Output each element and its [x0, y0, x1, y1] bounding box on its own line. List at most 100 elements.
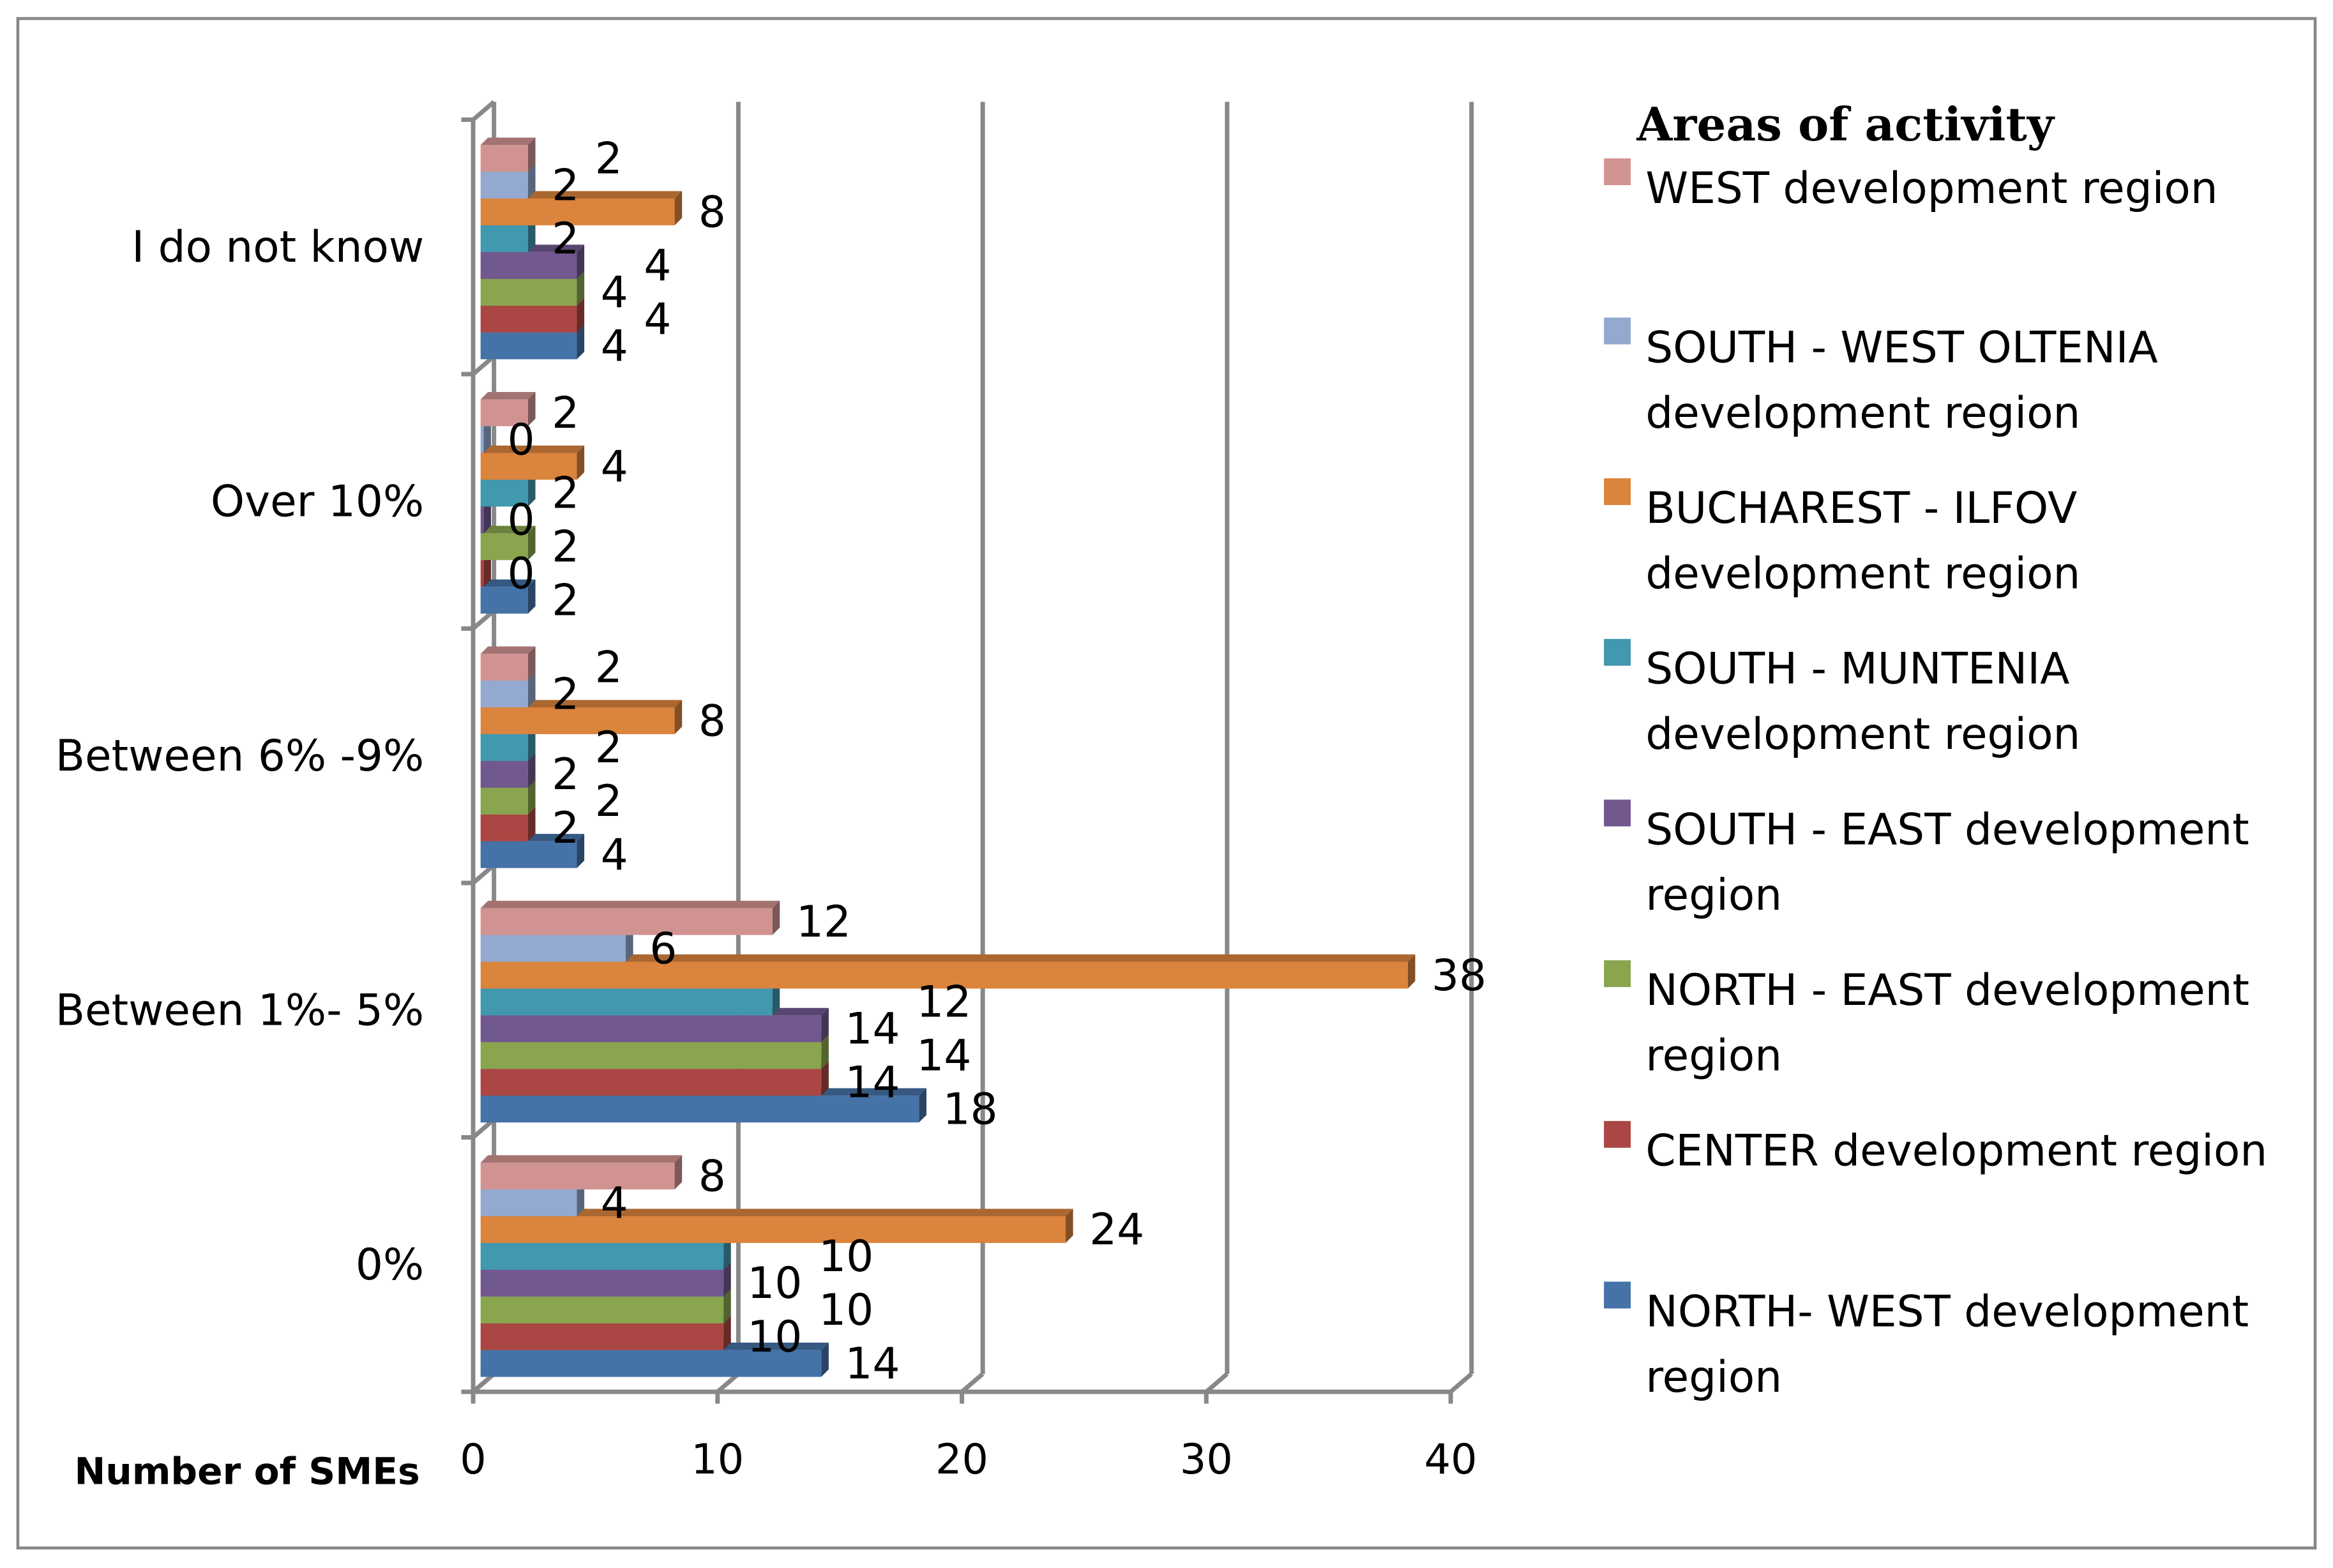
- data-label: 2: [552, 388, 579, 438]
- data-label: 0: [508, 414, 535, 465]
- bar: [480, 506, 484, 534]
- bar: [480, 225, 528, 252]
- data-label: 0: [508, 548, 535, 599]
- bar: [480, 1269, 724, 1297]
- bar-side: [527, 673, 536, 707]
- data-label: 2: [595, 776, 623, 826]
- bar-top: [480, 900, 780, 908]
- bar-side: [527, 525, 536, 561]
- bar-side: [483, 418, 492, 453]
- bar: [480, 560, 484, 587]
- bar-side: [577, 245, 585, 279]
- bar: [480, 1189, 577, 1216]
- bar-side: [723, 1262, 731, 1297]
- bar-side: [772, 900, 780, 935]
- legend-swatch: [1604, 799, 1631, 827]
- bar: [480, 1350, 822, 1377]
- bar-side: [577, 298, 585, 333]
- data-label: 6: [649, 923, 677, 974]
- bar-side: [577, 325, 585, 359]
- bar: [480, 961, 1408, 989]
- data-label: 14: [845, 1004, 900, 1054]
- x-axis-label: Number of SMEs: [75, 1449, 420, 1493]
- bar-top: [480, 525, 536, 534]
- data-label: 4: [601, 1177, 628, 1228]
- bar-side: [577, 271, 585, 306]
- bar-side: [1407, 954, 1416, 989]
- data-label: 4: [601, 320, 628, 371]
- x-tick-label: 10: [691, 1435, 744, 1484]
- bar-top: [480, 579, 536, 587]
- data-label: 38: [1431, 950, 1486, 1000]
- data-label: 8: [698, 1150, 726, 1201]
- bar-side: [772, 981, 780, 1016]
- bar: [480, 1163, 675, 1190]
- data-label: 14: [916, 1030, 971, 1081]
- bar: [480, 681, 528, 707]
- legend-label: region: [1645, 870, 1782, 920]
- bar-side: [1066, 1209, 1073, 1243]
- bar: [480, 1096, 919, 1123]
- legend-label: region: [1645, 1352, 1782, 1402]
- bar-side: [527, 164, 536, 199]
- bar: [480, 332, 577, 359]
- bar-side: [723, 1289, 731, 1323]
- bar: [480, 988, 773, 1016]
- bar: [480, 734, 528, 761]
- floor-gridline: [960, 1372, 985, 1394]
- data-label: 2: [595, 642, 623, 692]
- bar-top: [480, 1155, 683, 1163]
- bar: [480, 1216, 1066, 1243]
- data-label: 4: [644, 294, 671, 344]
- legend-label: SOUTH - MUNTENIA: [1645, 644, 2069, 694]
- data-label: 14: [845, 1057, 900, 1108]
- bar: [480, 935, 626, 962]
- bar-top: [480, 391, 536, 400]
- x-tick-label: 40: [1424, 1435, 1477, 1484]
- bar-side: [821, 1034, 829, 1069]
- bar-side: [527, 753, 536, 788]
- bar-side: [821, 1343, 829, 1377]
- bar: [480, 199, 675, 225]
- bar-top: [480, 445, 585, 453]
- data-label: 0: [508, 495, 535, 545]
- category-label: I do not know: [132, 222, 424, 272]
- legend-label: CENTER development region: [1645, 1126, 2267, 1176]
- data-label: 2: [552, 160, 579, 210]
- bar-side: [527, 646, 536, 681]
- bar: [480, 587, 528, 614]
- bar: [480, 1296, 724, 1323]
- data-label: 10: [819, 1285, 873, 1335]
- data-label: 2: [552, 668, 579, 719]
- bar-side: [919, 1088, 926, 1123]
- bar-side: [674, 191, 683, 225]
- legend-swatch: [1604, 317, 1631, 345]
- bar-side: [577, 1182, 585, 1216]
- data-label: 4: [601, 829, 628, 880]
- bar: [480, 841, 577, 868]
- data-label: 12: [916, 977, 971, 1027]
- bar: [480, 654, 528, 681]
- data-label: 4: [601, 267, 628, 317]
- bar: [480, 172, 528, 199]
- bar-side: [674, 700, 683, 734]
- legend-swatch: [1604, 1120, 1631, 1148]
- x-tick-label: 30: [1180, 1435, 1233, 1484]
- bar: [480, 533, 528, 561]
- legend-swatch: [1604, 960, 1631, 988]
- floor-gridline: [1205, 1372, 1229, 1394]
- data-label: 2: [552, 803, 579, 853]
- legend-swatch: [1604, 1281, 1631, 1309]
- legend-label: development region: [1645, 388, 2080, 438]
- category-label: 0%: [356, 1239, 424, 1290]
- data-label: 8: [698, 186, 726, 237]
- bar-side: [527, 727, 536, 761]
- bar-top: [480, 954, 1416, 962]
- data-label: 2: [595, 722, 623, 773]
- bar-side: [577, 445, 585, 480]
- legend-label: development region: [1645, 709, 2080, 759]
- data-label: 4: [644, 240, 671, 290]
- data-label: 10: [747, 1258, 802, 1308]
- category-label: Between 1%- 5%: [56, 985, 424, 1036]
